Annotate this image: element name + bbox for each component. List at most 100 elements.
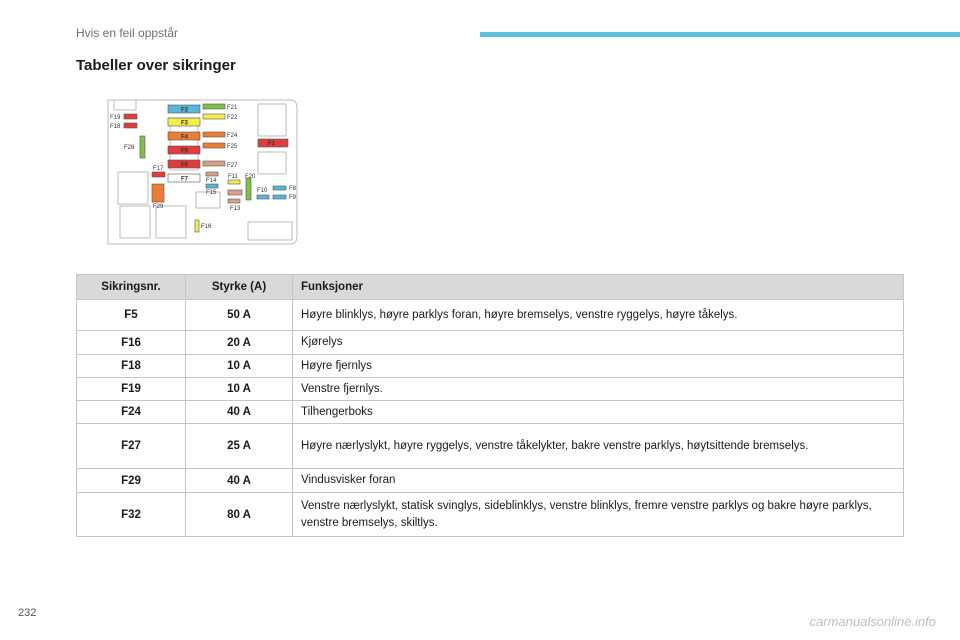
fuse-function: Tilhengerboks: [292, 400, 904, 424]
fuse-label-F28: F28: [124, 145, 135, 151]
fuse-F18: [123, 122, 138, 129]
fuse-F25: [202, 142, 226, 149]
fuse-F8: [272, 185, 287, 191]
fuse-label-F10: F10: [257, 188, 268, 194]
fuse-label-F17: F17: [153, 166, 164, 172]
watermark[interactable]: carmanualsonline.info: [809, 614, 936, 629]
fuse-F16: [194, 219, 200, 233]
fuse-F9: [272, 194, 287, 200]
fuse-F6: [167, 159, 201, 169]
fuse-amperage: 10 A: [185, 377, 293, 401]
fuse-F1: [257, 138, 289, 148]
fuse-label-F7: F7: [181, 177, 189, 183]
box-slot: [247, 221, 293, 241]
page-number: 232: [18, 607, 37, 619]
fuse-amperage: 40 A: [185, 400, 293, 424]
fuse-label-F9: F9: [289, 195, 297, 201]
box-slot: [119, 205, 151, 239]
box-slot: [155, 205, 187, 239]
fuse-label-F21: F21: [227, 105, 238, 111]
fuse-label-F24: F24: [227, 133, 238, 139]
fuse-label-F8: F8: [289, 186, 297, 192]
column-header-fuse-number: Sikringsnr.: [76, 274, 186, 300]
fuse-amperage: 25 A: [185, 423, 293, 469]
fuse-function: Venstre nærlyslykt, statisk svinglys, si…: [292, 492, 904, 537]
fuse-number: F5: [76, 299, 186, 331]
fuse-label-F19: F19: [110, 115, 121, 121]
table-row: F5 50 A Høyre blinklys, høyre parklys fo…: [76, 299, 904, 331]
fuse-function: Høyre nærlyslykt, høyre ryggelys, venstr…: [292, 423, 904, 469]
table-row: F18 10 A Høyre fjernlys: [76, 354, 904, 378]
header-accent-bar: [480, 32, 960, 37]
fuse-box-outline: [107, 99, 298, 245]
page-title: Tabeller over sikringer: [76, 57, 236, 74]
fuse-function: Høyre fjernlys: [292, 354, 904, 378]
fuse-F28: [139, 135, 146, 159]
fuse-label-F16: F16: [201, 224, 212, 230]
fuse-number: F27: [76, 423, 186, 469]
fuse-amperage: 80 A: [185, 492, 293, 537]
table-row: F16 20 A Kjørelys: [76, 330, 904, 355]
fuse-label-F2: F2: [181, 108, 189, 114]
fuse-F17: [151, 171, 166, 178]
fuse-amperage: 50 A: [185, 299, 293, 331]
fuse-F24: [202, 131, 226, 138]
column-header-amperage: Styrke (A): [185, 274, 293, 300]
fuse-amperage: 10 A: [185, 354, 293, 378]
fuse-box-diagram: F2 F3 F4 F5 F6 F7 F1 F21 F22 F24 F25 F27…: [107, 99, 298, 245]
box-slot: [257, 151, 287, 175]
fuse-F10: [256, 194, 270, 200]
table-row: F19 10 A Venstre fjernlys.: [76, 377, 904, 401]
table-row: F32 80 A Venstre nærlyslykt, statisk svi…: [76, 492, 904, 537]
fuse-function: Vindusvisker foran: [292, 468, 904, 493]
box-slot: [195, 191, 221, 209]
section-header: Hvis en feil oppstår: [76, 26, 179, 40]
fuse-label-F15: F15: [206, 190, 217, 196]
fuse-label-F3: F3: [181, 121, 189, 127]
fuse-F19: [123, 113, 138, 120]
fuse-F3: [167, 117, 201, 127]
fuse-label-F14: F14: [206, 178, 217, 184]
column-header-functions: Funksjoner: [292, 274, 904, 300]
fuse-label-F18: F18: [110, 124, 121, 130]
table-row: F24 40 A Tilhengerboks: [76, 400, 904, 424]
fuse-F4: [167, 131, 201, 141]
box-slot: [117, 171, 149, 205]
fuse-label-F5: F5: [181, 149, 189, 155]
fuse-number: F29: [76, 468, 186, 493]
fuse-amperage: 20 A: [185, 330, 293, 355]
fuse-F7: [167, 173, 201, 183]
fuse-F15: [205, 183, 219, 189]
fuse-label-F1: F1: [268, 141, 276, 147]
fuse-label-F22: F22: [227, 115, 238, 121]
fuse-label-F27: F27: [227, 163, 238, 169]
fuse-number: F19: [76, 377, 186, 401]
fuse-F5: [167, 145, 201, 155]
fuse-label-F11: F11: [228, 174, 239, 180]
fuse-F13: [227, 198, 241, 204]
fuse-label-F4: F4: [181, 135, 189, 141]
fuse-function: Høyre blinklys, høyre parklys foran, høy…: [292, 299, 904, 331]
fuse-table: Sikringsnr. Styrke (A) Funksjoner F5 50 …: [76, 274, 904, 537]
fuse-number: F32: [76, 492, 186, 537]
table-row: F27 25 A Høyre nærlyslykt, høyre ryggely…: [76, 423, 904, 469]
fuse-amperage: 40 A: [185, 468, 293, 493]
fuse-F27: [202, 160, 226, 167]
fuse-F11: [227, 179, 241, 185]
fuse-F29: [151, 183, 165, 203]
fuse-number: F16: [76, 330, 186, 355]
fuse-F14: [205, 171, 219, 177]
fuse-F2: [167, 104, 201, 114]
box-tab: [113, 99, 137, 111]
fuse-label-F25: F25: [227, 144, 238, 150]
box-slot: [257, 103, 287, 137]
fuse-label-F6: F6: [181, 163, 189, 169]
fuse-label-F13: F13: [230, 206, 241, 212]
fuse-F21: [202, 103, 226, 110]
table-row: F29 40 A Vindusvisker foran: [76, 468, 904, 493]
fuse-function: Venstre fjernlys.: [292, 377, 904, 401]
fuse-number: F18: [76, 354, 186, 378]
fuse-function: Kjørelys: [292, 330, 904, 355]
fuse-label-F29: F29: [153, 204, 164, 210]
fuse-F22: [202, 113, 226, 120]
